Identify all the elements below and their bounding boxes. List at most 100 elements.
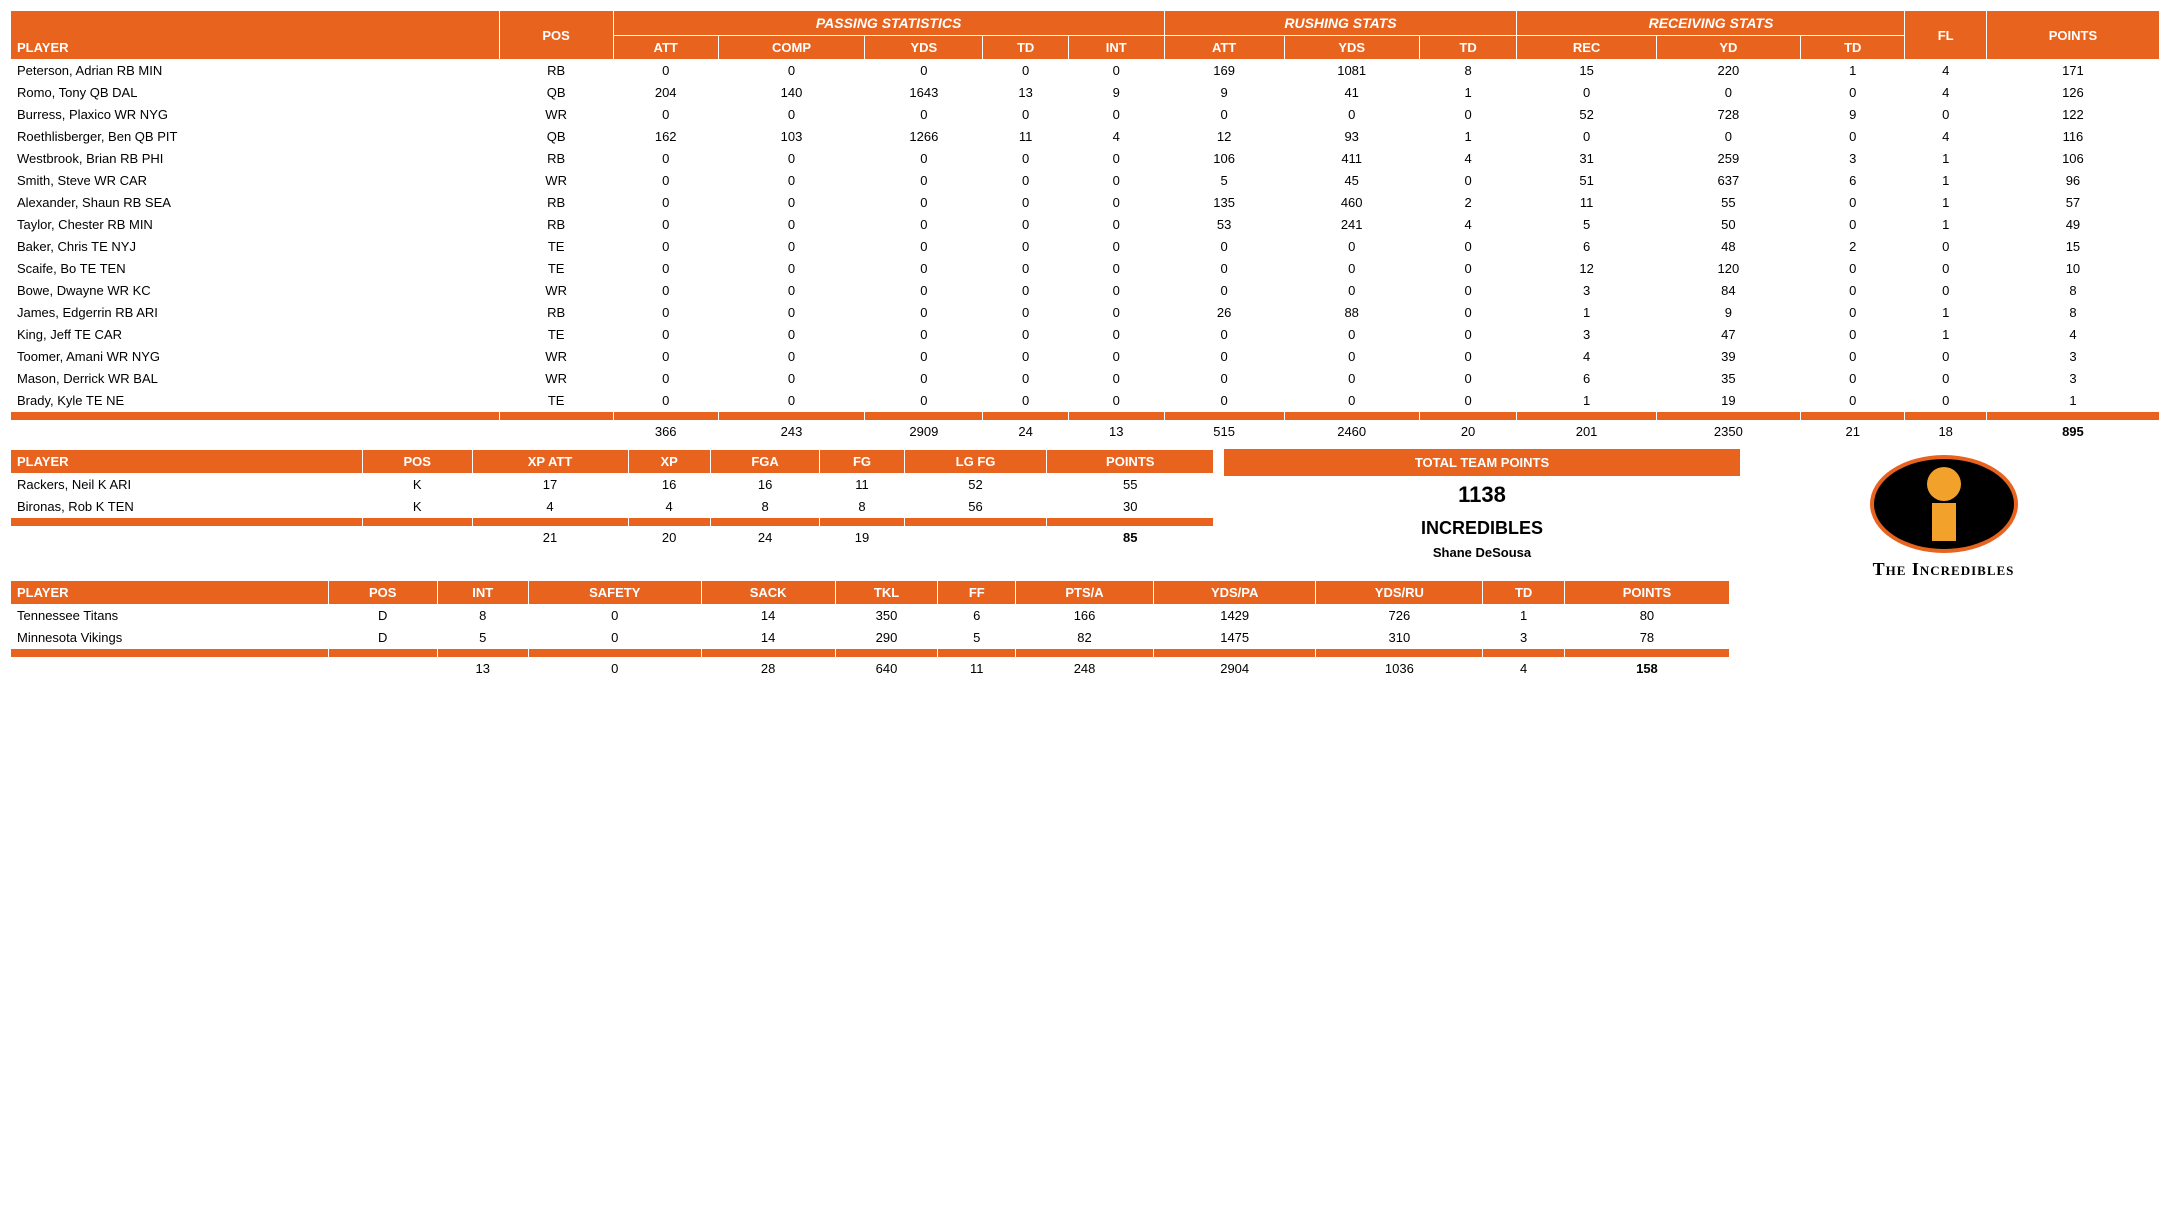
stat-cell: 16: [710, 474, 820, 496]
stat-cell: 26: [1164, 302, 1284, 324]
group-passing: PASSING STATISTICS: [613, 11, 1164, 36]
stat-cell: 220: [1656, 60, 1800, 82]
stat-cell: 0: [1419, 324, 1517, 346]
stat-cell: 4: [628, 496, 710, 518]
stat-cell: 0: [1517, 126, 1656, 148]
stat-cell: 0: [1284, 280, 1419, 302]
stat-cell: 1: [1801, 60, 1905, 82]
stat-cell: 88: [1284, 302, 1419, 324]
stat-cell: RB: [499, 148, 613, 170]
stat-cell: 162: [613, 126, 718, 148]
stat-cell: 0: [1801, 126, 1905, 148]
column-header: SAFETY: [528, 581, 701, 605]
total-cell: 11: [938, 658, 1016, 680]
stat-cell: 35: [1656, 368, 1800, 390]
stat-cell: 3: [1986, 346, 2159, 368]
stat-cell: QB: [499, 82, 613, 104]
stat-cell: QB: [499, 126, 613, 148]
stat-cell: 78: [1564, 627, 1729, 649]
stat-cell: 0: [1801, 324, 1905, 346]
column-header: POS: [328, 581, 437, 605]
column-header: XP ATT: [472, 450, 628, 474]
stat-cell: D: [328, 605, 437, 627]
stat-cell: 0: [1068, 104, 1164, 126]
stat-cell: 411: [1284, 148, 1419, 170]
total-cell: 20: [1419, 421, 1517, 443]
total-cell: 201: [1517, 421, 1656, 443]
stat-cell: 41: [1284, 82, 1419, 104]
team-heading: TOTAL TEAM POINTS: [1224, 449, 1740, 476]
logo-text: The Incredibles: [1750, 559, 2137, 580]
column-header: TD: [1483, 581, 1565, 605]
stat-cell: 0: [1419, 236, 1517, 258]
stat-cell: 0: [1419, 302, 1517, 324]
total-cell: 2350: [1656, 421, 1800, 443]
stat-cell: 310: [1316, 627, 1483, 649]
stat-cell: 0: [865, 280, 983, 302]
stat-cell: 3: [1517, 324, 1656, 346]
stat-cell: 0: [718, 170, 865, 192]
stat-cell: 0: [528, 627, 701, 649]
stat-cell: 93: [1284, 126, 1419, 148]
col-rec-td: TD: [1801, 36, 1905, 60]
stat-cell: WR: [499, 280, 613, 302]
stat-cell: 51: [1517, 170, 1656, 192]
total-cell: 20: [628, 527, 710, 549]
player-cell: Bowe, Dwayne WR KC: [11, 280, 500, 302]
stat-cell: 0: [1164, 258, 1284, 280]
total-cell: 2904: [1153, 658, 1315, 680]
stat-cell: TE: [499, 236, 613, 258]
stat-cell: 1: [1905, 192, 1986, 214]
player-cell: James, Edgerrin RB ARI: [11, 302, 500, 324]
table-row: Roethlisberger, Ben QB PITQB162103126611…: [11, 126, 2160, 148]
stat-cell: 96: [1986, 170, 2159, 192]
stat-cell: 0: [613, 346, 718, 368]
player-cell: Scaife, Bo TE TEN: [11, 258, 500, 280]
stat-cell: 50: [1656, 214, 1800, 236]
stat-cell: 55: [1656, 192, 1800, 214]
stat-cell: 80: [1564, 605, 1729, 627]
stat-cell: WR: [499, 368, 613, 390]
stat-cell: 5: [938, 627, 1016, 649]
stat-cell: 1081: [1284, 60, 1419, 82]
stat-cell: RB: [499, 60, 613, 82]
stat-cell: 0: [1068, 60, 1164, 82]
stat-cell: 0: [1905, 368, 1986, 390]
stat-cell: 0: [983, 236, 1068, 258]
stat-cell: 10: [1986, 258, 2159, 280]
team-points: 1138: [1224, 476, 1740, 514]
stat-cell: 0: [718, 368, 865, 390]
stat-cell: 0: [1656, 82, 1800, 104]
stat-cell: TE: [499, 324, 613, 346]
stat-cell: 637: [1656, 170, 1800, 192]
total-cell: 243: [718, 421, 865, 443]
stat-cell: 8: [1419, 60, 1517, 82]
stat-cell: 0: [983, 192, 1068, 214]
column-header: FF: [938, 581, 1016, 605]
stat-cell: 0: [718, 148, 865, 170]
column-header: YDS/PA: [1153, 581, 1315, 605]
stat-cell: 9: [1164, 82, 1284, 104]
stat-cell: 2: [1419, 192, 1517, 214]
stat-cell: 0: [865, 390, 983, 412]
divider-bar: [11, 412, 2160, 421]
stat-cell: 0: [1517, 82, 1656, 104]
stat-cell: 0: [1801, 214, 1905, 236]
player-cell: Toomer, Amani WR NYG: [11, 346, 500, 368]
stat-cell: 0: [1068, 170, 1164, 192]
player-cell: Peterson, Adrian RB MIN: [11, 60, 500, 82]
stat-cell: 0: [983, 214, 1068, 236]
stat-cell: 0: [528, 605, 701, 627]
stat-cell: 0: [1068, 324, 1164, 346]
total-cell: 85: [1047, 527, 1214, 549]
stat-cell: 241: [1284, 214, 1419, 236]
stat-cell: 0: [718, 104, 865, 126]
stat-cell: 120: [1656, 258, 1800, 280]
kickers-table: PLAYERPOSXP ATTXPFGAFGLG FGPOINTS Racker…: [10, 449, 1214, 549]
stat-cell: 0: [1801, 280, 1905, 302]
stat-cell: 11: [1517, 192, 1656, 214]
stat-cell: 3: [1483, 627, 1565, 649]
player-cell: Brady, Kyle TE NE: [11, 390, 500, 412]
table-row: Baker, Chris TE NYJTE000000006482015: [11, 236, 2160, 258]
stat-cell: TE: [499, 390, 613, 412]
